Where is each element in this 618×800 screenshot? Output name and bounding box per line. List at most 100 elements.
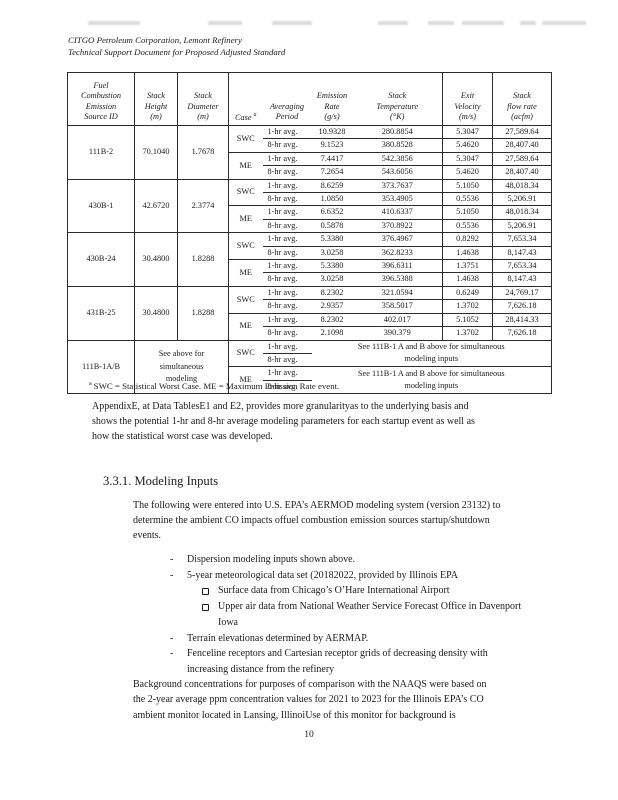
rate-cell: 8.2302	[311, 286, 353, 301]
temp-cell: 370.8922	[352, 219, 443, 234]
velocity-cell: 1.3751	[442, 259, 493, 274]
scan-artifact	[428, 21, 454, 25]
rate-cell: 2.1098	[311, 326, 353, 341]
stack-height-cell: 42.6720	[134, 179, 178, 234]
flow-cell: 28,407.40	[492, 138, 552, 153]
velocity-cell: 1.4638	[442, 272, 493, 287]
flow-cell: 5,206.91	[492, 192, 552, 207]
table-row: 8-hr avg. 2.9357 358.5017 1.3702 7,626.1…	[68, 299, 552, 314]
temp-cell: 396.5388	[352, 272, 443, 287]
table-row: 8-hr avg. 1.0850 353.4905 0.5536 5,206.9…	[68, 192, 552, 207]
list-item-sub: Upper air data from National Weather Ser…	[201, 599, 521, 630]
col-header-stack-flow-rate: Stack flow rate (acfm)	[492, 72, 552, 126]
col-header-stack-diameter: Stack Diameter (m)	[177, 72, 229, 126]
table-row: ME 1-hr avg. 7.4417 542.3856 5.3047 27,5…	[68, 152, 552, 180]
period-cell: 8-hr avg.	[262, 353, 312, 368]
period-cell: 1-hr avg.	[262, 179, 312, 194]
rate-cell: 3.0258	[311, 272, 353, 287]
table-row: 430B-1 42.6720 2.3774 SWC 1-hr avg. 8.62…	[67, 179, 552, 234]
velocity-cell: 0.5536	[442, 192, 493, 207]
rate-cell: 0.5878	[311, 219, 353, 234]
section-heading: 3.3.1. Modeling Inputs	[103, 474, 219, 488]
flow-cell: 7,653.34	[492, 259, 552, 274]
temp-cell: 358.5017	[352, 299, 443, 314]
paragraph-line: ambient monitor located in Lansing, Illi…	[133, 709, 456, 721]
dash-bullet-icon: -	[170, 554, 174, 565]
period-cell: 8-hr avg.	[262, 138, 312, 153]
source-id-cell: 111B-2	[67, 125, 135, 180]
simultaneous-note-cell: See above for simultaneous modeling	[134, 340, 229, 395]
temp-cell: 402.017	[352, 313, 443, 328]
flow-cell: 28,407.40	[492, 165, 552, 180]
rate-cell: 2.9357	[311, 299, 353, 314]
period-cell: 1-hr avg.	[262, 366, 312, 381]
table-row: 8-hr avg. 2.1098 390.379 1.3702 7,626.18	[68, 326, 552, 341]
list-item-sub: Surface data from Chicago’s O’Hare Inter…	[201, 583, 521, 599]
period-cell: 1-hr avg.	[262, 340, 312, 354]
table-row: 8-hr avg.	[68, 353, 552, 368]
doc-title-line1: CITGO Petroleum Corporation, Lemont Refi…	[68, 35, 242, 45]
bullet-line: Iowa	[218, 616, 238, 628]
square-bullet-icon	[202, 603, 209, 611]
period-cell: 8-hr avg.	[262, 326, 312, 341]
paragraph-line: the 2-year average ppm concentration val…	[133, 694, 484, 706]
list-item: - Dispersion modeling inputs shown above…	[170, 552, 521, 568]
paragraph-line: AppendixE, at Data TablesE1 and E2, prov…	[92, 401, 469, 412]
stack-height-cell: 30.4800	[134, 286, 178, 341]
temp-cell: 396.6311	[352, 259, 443, 274]
table-footnote: a SWC = Statistical Worst Case. ME = Maxi…	[89, 381, 340, 391]
period-cell: 1-hr avg.	[262, 259, 312, 274]
velocity-cell: 1.3702	[442, 299, 493, 314]
dash-bullet-icon: -	[170, 569, 174, 581]
rate-cell: 1.0850	[311, 192, 353, 207]
doc-title-line2: Technical Support Document for Proposed …	[68, 47, 286, 57]
bullet-list: - Dispersion modeling inputs shown above…	[170, 552, 521, 678]
rate-cell: 5.3380	[311, 232, 353, 247]
velocity-cell: 0.6249	[442, 286, 493, 301]
table-row: 8-hr avg.	[68, 380, 552, 395]
stack-diameter-cell: 2.3774	[177, 179, 229, 234]
velocity-cell: 0.8292	[442, 232, 493, 247]
paragraph-line: how the statistical worst case was devel…	[92, 431, 273, 443]
rate-cell: 3.0258	[311, 246, 353, 261]
scan-artifact	[462, 21, 504, 25]
flow-cell: 48,018.34	[492, 205, 552, 220]
scan-artifact	[520, 21, 536, 25]
rate-cell: 6.6352	[311, 205, 353, 220]
scan-artifact	[542, 21, 586, 25]
source-id-cell: 430B-24	[67, 232, 135, 287]
scan-artifact	[378, 21, 408, 25]
dash-bullet-icon: -	[170, 648, 174, 660]
period-cell: 8-hr avg.	[262, 192, 312, 207]
col-header-source-id: Fuel Combustion Emission Source ID	[67, 72, 135, 126]
period-cell: 1-hr avg.	[262, 125, 312, 140]
rate-cell: 7.2654	[311, 165, 353, 180]
temp-cell: 380.8528	[352, 138, 443, 153]
temp-cell: 376.4967	[352, 232, 443, 247]
flow-cell: 8,147.43	[492, 272, 552, 287]
flow-cell: 48,018.34	[492, 179, 552, 194]
temp-cell: 390.379	[352, 326, 443, 341]
rate-cell: 8.2302	[311, 313, 353, 328]
flow-cell: 7,626.18	[492, 299, 552, 314]
table-row: ME 1-hr avg. 5.3380 396.6311 1.3751 7,65…	[68, 259, 552, 287]
velocity-cell: 1.3702	[442, 326, 493, 341]
table-row: 8-hr avg. 9.1523 380.8528 5.4620 28,407.…	[68, 138, 552, 153]
case-cell: SWC	[228, 232, 263, 261]
flow-cell: 27,589.64	[492, 125, 552, 140]
table-row: ME 1-hr avg. 8.2302 402.017 5.1052 28,41…	[68, 313, 552, 341]
list-item: - Terrain elevationas determined by AERM…	[170, 631, 521, 647]
scan-artifact	[208, 21, 242, 25]
velocity-cell: 1.4638	[442, 246, 493, 261]
emissions-table: Fuel Combustion Emission Source ID Stack He…	[67, 72, 552, 395]
col-header-emission-rate: Emission Rate (g/s)	[311, 72, 353, 126]
rate-cell: 9.1523	[311, 138, 353, 153]
rate-cell: 8.6259	[311, 179, 353, 194]
appendix-paragraph: AppendixE, at Data TablesE1 and E2, prov…	[92, 399, 475, 445]
case-cell: ME	[228, 366, 263, 395]
stack-diameter-cell: 1.8288	[177, 286, 229, 341]
col-header-averaging-period: Averaging Period	[262, 72, 312, 126]
paragraph-line: shows the potential 1-hr and 8-hr averag…	[92, 416, 475, 428]
table-row: 8-hr avg. 3.0258 396.5388 1.4638 8,147.4…	[68, 272, 552, 287]
